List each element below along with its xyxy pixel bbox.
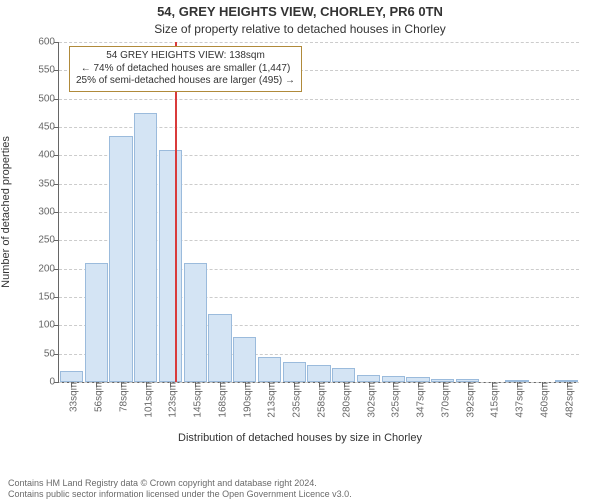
y-tick-label: 350 (38, 178, 59, 189)
chart-frame: 54, GREY HEIGHTS VIEW, CHORLEY, PR6 0TN … (0, 0, 600, 500)
footnote-line: Contains public sector information licen… (8, 489, 352, 500)
x-tick-label: 101sqm (137, 382, 154, 418)
x-tick-label: 33sqm (63, 382, 80, 412)
y-tick-label: 400 (38, 150, 59, 161)
x-tick-label: 258sqm (311, 382, 328, 418)
y-tick-label: 200 (38, 263, 59, 274)
histogram-bar (258, 357, 281, 383)
y-axis-title: Number of detached properties (0, 136, 12, 288)
x-tick-label: 168sqm (211, 382, 228, 418)
x-tick-label: 370sqm (434, 382, 451, 418)
x-tick-label: 78sqm (112, 382, 129, 412)
x-tick-label: 325sqm (385, 382, 402, 418)
x-tick-label: 56sqm (88, 382, 105, 412)
footnotes: Contains HM Land Registry data © Crown c… (8, 478, 352, 500)
x-tick-label: 213sqm (261, 382, 278, 418)
y-tick-label: 150 (38, 292, 59, 303)
x-tick-label: 347sqm (410, 382, 427, 418)
annotation-line: 25% of semi-detached houses are larger (… (76, 75, 295, 88)
histogram-bar (159, 150, 182, 382)
histogram-bar (283, 362, 306, 382)
histogram-bar (60, 371, 83, 382)
x-tick-label: 392sqm (459, 382, 476, 418)
histogram-bar (233, 337, 256, 382)
y-tick-label: 0 (49, 377, 59, 388)
histogram-bar (85, 263, 108, 382)
x-tick-label: 190sqm (236, 382, 253, 418)
histogram-bar (109, 136, 132, 383)
y-tick-label: 450 (38, 122, 59, 133)
annotation-line: 54 GREY HEIGHTS VIEW: 138sqm (76, 50, 295, 63)
x-tick-label: 145sqm (187, 382, 204, 418)
chart-address-title: 54, GREY HEIGHTS VIEW, CHORLEY, PR6 0TN (0, 4, 600, 19)
gridline (59, 99, 579, 100)
annotation-line: ← 74% of detached houses are smaller (1,… (76, 63, 295, 76)
histogram-bar (382, 376, 405, 382)
x-tick-label: 415sqm (484, 382, 501, 418)
y-tick-label: 100 (38, 320, 59, 331)
annotation-box: 54 GREY HEIGHTS VIEW: 138sqm← 74% of det… (69, 46, 302, 92)
gridline (59, 42, 579, 43)
y-tick-label: 600 (38, 37, 59, 48)
plot-area: 05010015020025030035040045050055060033sq… (58, 42, 579, 383)
chart-subtitle: Size of property relative to detached ho… (0, 22, 600, 36)
histogram-bar (456, 379, 479, 382)
histogram-bar (555, 380, 578, 382)
x-tick-label: 302sqm (360, 382, 377, 418)
histogram-bar (505, 380, 528, 382)
y-tick-label: 300 (38, 207, 59, 218)
footnote-line: Contains HM Land Registry data © Crown c… (8, 478, 352, 489)
y-tick-label: 50 (44, 348, 59, 359)
histogram-bar (357, 375, 380, 382)
y-tick-label: 550 (38, 65, 59, 76)
histogram-bar (184, 263, 207, 382)
x-tick-label: 460sqm (533, 382, 550, 418)
histogram-bar (134, 113, 157, 382)
x-tick-label: 437sqm (509, 382, 526, 418)
histogram-bar (332, 368, 355, 382)
histogram-bar (307, 365, 330, 382)
histogram-bar (406, 377, 429, 382)
y-tick-label: 250 (38, 235, 59, 246)
x-axis-title: Distribution of detached houses by size … (0, 432, 600, 444)
x-tick-label: 235sqm (286, 382, 303, 418)
x-tick-label: 123sqm (162, 382, 179, 418)
y-tick-label: 500 (38, 93, 59, 104)
x-tick-label: 280sqm (335, 382, 352, 418)
histogram-bar (208, 314, 231, 382)
histogram-bar (431, 379, 454, 382)
x-tick-label: 482sqm (558, 382, 575, 418)
reference-line (175, 42, 177, 382)
